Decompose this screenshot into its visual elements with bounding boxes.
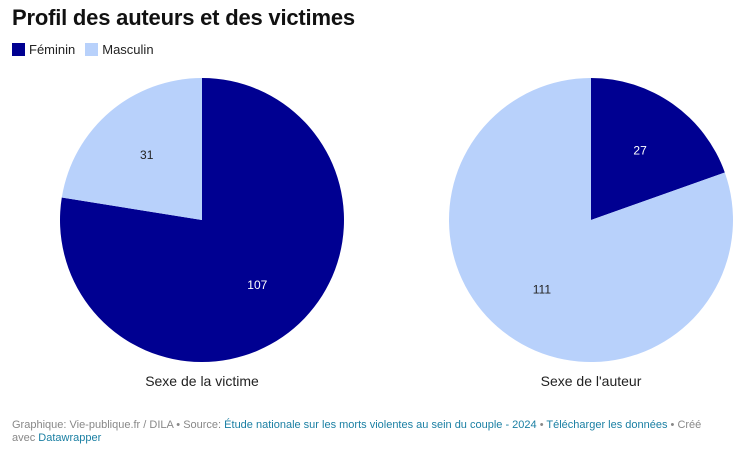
pie-chart-title: Sexe de l'auteur <box>541 373 642 389</box>
legend-item-masculin: Masculin <box>85 42 154 57</box>
page-title: Profil des auteurs et des victimes <box>12 5 355 30</box>
pie-value-label: 27 <box>633 143 647 157</box>
datawrapper-link[interactable]: Datawrapper <box>38 432 102 444</box>
pie-chart-victime: 107 31 Sexe de la victime <box>60 78 345 389</box>
pie-chart-title: Sexe de la victime <box>145 373 259 389</box>
pie-value-label: 107 <box>247 278 267 292</box>
legend: Féminin Masculin <box>12 42 154 57</box>
footer-created-with: • Créé avec <box>12 419 702 444</box>
pie-value-label: 111 <box>533 283 552 297</box>
pie-charts: 107 31 Sexe de la victime 27 111 Sexe de l'a… <box>60 78 733 389</box>
pie-slice-victime-masculin <box>61 78 202 220</box>
pie-chart-auteur: 27 111 Sexe de l'auteur <box>448 78 733 389</box>
legend-label-feminin: Féminin <box>29 42 76 57</box>
pie-slice-auteur-feminin <box>591 78 725 220</box>
source-link[interactable]: Étude nationale sur les morts violentes … <box>224 419 537 431</box>
pie-slice-auteur-masculin <box>448 78 733 363</box>
legend-swatch-feminin <box>12 43 25 56</box>
download-data-link[interactable]: Télécharger les données <box>546 419 668 431</box>
footer-separator: • <box>536 419 547 431</box>
legend-swatch-masculin <box>85 43 99 56</box>
legend-label-masculin: Masculin <box>102 42 154 57</box>
footer: Graphique: Vie-publique.fr / DILA • Sour… <box>12 419 727 445</box>
pie-slice-victime-feminin <box>60 78 345 362</box>
pie-value-label: 31 <box>140 148 154 162</box>
footer-credit: Graphique: Vie-publique.fr / DILA • Sour… <box>12 419 225 431</box>
legend-item-feminin: Féminin <box>12 42 75 57</box>
